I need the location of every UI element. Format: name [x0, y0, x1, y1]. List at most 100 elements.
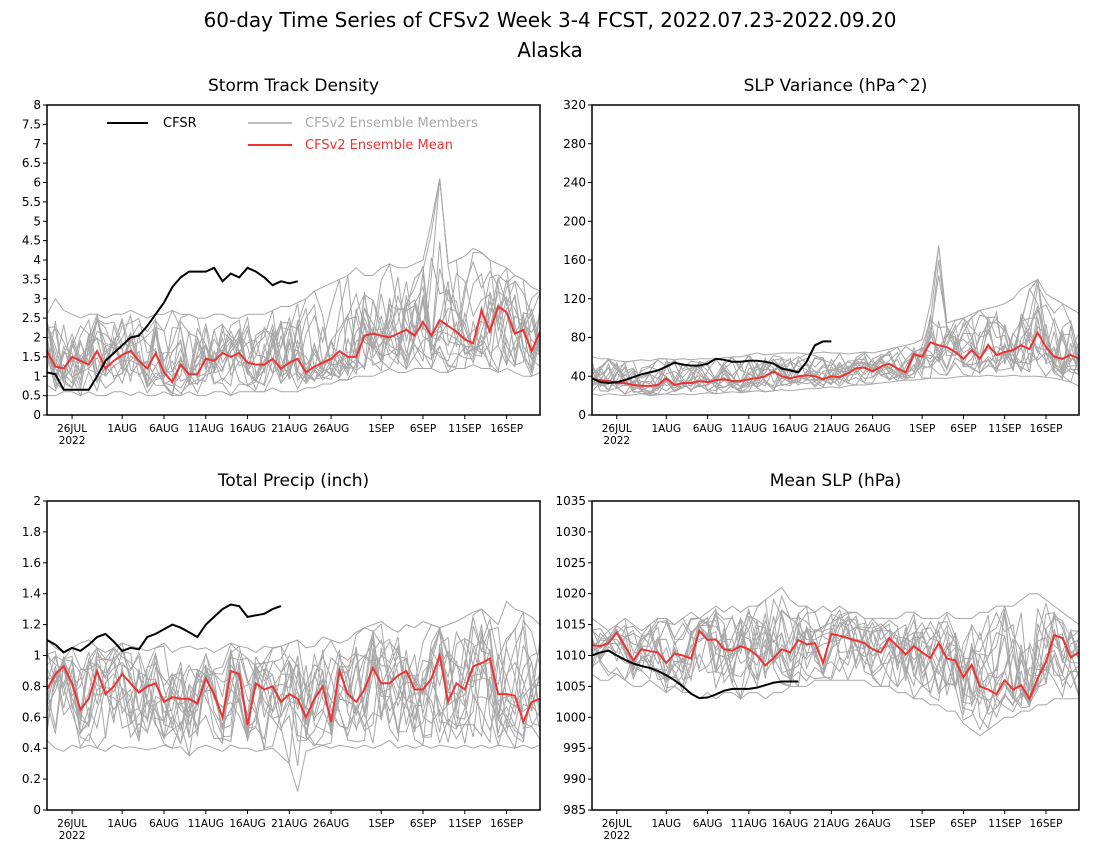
y-tick-label: 985 — [563, 803, 586, 817]
panel-slp-variance-hpa-2: SLP Variance (hPa^2) 0 40 80 120 160 200 240 280… — [563, 76, 1080, 447]
y-tick-label: 0 — [33, 408, 41, 422]
ensemble-member-line — [592, 611, 1079, 705]
y-tick-label: 5 — [33, 214, 41, 228]
x-tick-label: 16AUG — [772, 818, 808, 830]
x-tick-label: 16AUG — [229, 818, 265, 830]
legend: CFSR CFSv2 Ensemble Members CFSv2 Ensemb… — [107, 116, 478, 153]
ensemble-member-line — [47, 600, 540, 654]
x-tick-label: 26JUL — [57, 423, 87, 435]
x-tick-label: 26JUL — [602, 818, 632, 830]
x-tick-label: 21AUG — [271, 423, 307, 435]
ensemble-member-line — [592, 586, 1079, 632]
y-tick-label: 0.4 — [22, 741, 41, 755]
y-tick-label: 1030 — [555, 525, 586, 539]
x-tick-label: 11SEP — [448, 423, 481, 435]
panel-title: Total Precip (inch) — [217, 471, 369, 491]
x-tick-label: 1AUG — [107, 818, 137, 830]
x-tick-label: 26JUL — [57, 818, 87, 830]
plot-area — [47, 600, 540, 792]
ensemble-member-line — [47, 619, 540, 745]
x-tick-label: 11AUG — [731, 423, 767, 435]
x-tick-label: 1AUG — [107, 423, 137, 435]
x-tick-label: 11AUG — [188, 818, 224, 830]
x-tick-label: 16SEP — [490, 423, 523, 435]
y-tick-label: 6.5 — [22, 156, 41, 170]
panel-title: SLP Variance (hPa^2) — [744, 76, 928, 96]
x-tick-label: 11SEP — [448, 818, 481, 830]
y-tick-label: 1.6 — [22, 556, 41, 570]
panel-mean-slp-hpa: Mean SLP (hPa) 985 990 995 1000 1005 1010 1015 1… — [555, 471, 1080, 842]
panel-title: Mean SLP (hPa) — [770, 471, 902, 491]
y-tick-label: 0.2 — [22, 772, 41, 786]
panel-total-precip-inch: Total Precip (inch) 0 0.2 0.4 0.6 0.8 1 1.2 1.4 1… — [22, 471, 541, 842]
plot-frame — [591, 500, 1080, 811]
x-tick-label: 6AUG — [693, 423, 723, 435]
ensemble-member-line — [592, 374, 1079, 397]
ensemble-member-line — [47, 280, 540, 388]
plot-area — [592, 245, 1079, 397]
y-tick-label: 280 — [563, 137, 586, 151]
ensemble-member-line — [592, 325, 1079, 396]
ensemble-member-line — [47, 637, 540, 745]
y-tick-label: 120 — [563, 292, 586, 306]
panel-title: Storm Track Density — [208, 76, 379, 96]
ensemble-member-line — [47, 636, 540, 740]
y-tick-label: 1.2 — [22, 618, 41, 632]
ensemble-mean-line — [47, 651, 540, 726]
y-tick-label: 1010 — [555, 649, 586, 663]
x-tick-label: 1SEP — [909, 423, 935, 435]
cfsr-line — [592, 649, 799, 700]
x-tick-label: 6AUG — [693, 818, 723, 830]
ensemble-member-line — [47, 290, 540, 395]
y-tick-label: 8 — [33, 98, 41, 112]
y-tick-label: 2 — [33, 494, 41, 508]
cfsr-line — [592, 340, 832, 385]
ensemble-member-line — [592, 619, 1079, 711]
x-tick-label: 16SEP — [490, 818, 523, 830]
y-tick-label: 990 — [563, 772, 586, 786]
y-tick-label: 240 — [563, 176, 586, 190]
ensemble-member-line — [47, 739, 540, 792]
ensemble-member-line — [592, 315, 1079, 397]
x-tick-label: 6SEP — [950, 818, 976, 830]
x-tick-label: 26JUL — [602, 423, 632, 435]
x-tick-label: 6AUG — [149, 818, 179, 830]
x-tick-label: 1SEP — [368, 818, 394, 830]
y-tick-label: 1.8 — [22, 525, 41, 539]
ensemble-mean-line — [592, 330, 1079, 387]
y-tick-label: 0.8 — [22, 679, 41, 693]
panel-storm-track-density: Storm Track Density 0 0.5 1 1.5 2 2.5 3 3.5 4 4.5 5… — [22, 76, 541, 447]
x-tick-label: 21AUG — [271, 818, 307, 830]
ensemble-member-line — [592, 673, 1079, 737]
y-tick-label: 2.5 — [22, 311, 41, 325]
y-tick-label: 0.6 — [22, 710, 41, 724]
cfsr-line — [47, 603, 282, 654]
y-tick-label: 1.5 — [22, 350, 41, 364]
figure-title: 60-day Time Series of CFSv2 Week 3-4 FCS… — [204, 8, 897, 32]
ensemble-member-line — [47, 272, 540, 397]
ensemble-member-line — [592, 615, 1079, 719]
ensemble-member-line — [592, 611, 1079, 730]
ensemble-member-line — [47, 251, 540, 394]
x-tick-label: 11AUG — [188, 423, 224, 435]
x-tick-label: 11SEP — [988, 818, 1021, 830]
ensemble-member-line — [47, 291, 540, 395]
x-tick-label: 1AUG — [651, 423, 681, 435]
ensemble-member-line — [47, 272, 540, 395]
y-tick-label: 1015 — [555, 618, 586, 632]
ensemble-member-line — [47, 178, 540, 319]
panels: Storm Track Density 0 0.5 1 1.5 2 2.5 3 3.5 4 4.5 5… — [22, 76, 1080, 842]
x-tick-label: 1SEP — [368, 423, 394, 435]
ensemble-member-line — [47, 275, 540, 397]
y-tick-label: 1 — [33, 649, 41, 663]
y-tick-label: 80 — [571, 331, 586, 345]
x-tick-label: 16SEP — [1029, 818, 1062, 830]
x-tick-label: 26AUG — [854, 423, 890, 435]
x-tick-label: 1AUG — [651, 818, 681, 830]
legend-cfsr-label: CFSR — [163, 116, 197, 131]
ensemble-member-line — [47, 617, 540, 750]
y-tick-label: 1005 — [555, 679, 586, 693]
y-tick-label: 160 — [563, 253, 586, 267]
x-tick-label: 6SEP — [410, 423, 436, 435]
x-year-label: 2022 — [59, 435, 86, 447]
